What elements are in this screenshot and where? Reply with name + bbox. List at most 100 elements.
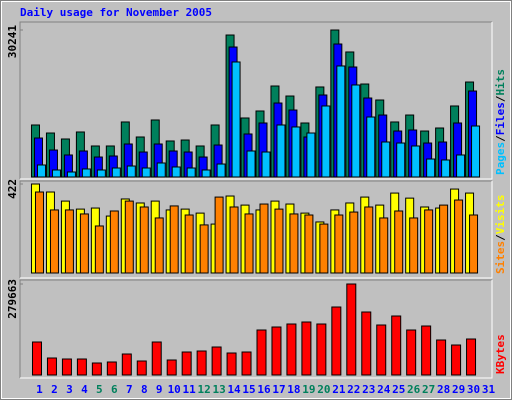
- bar: [34, 191, 44, 274]
- bar: [96, 169, 106, 178]
- bar: [216, 163, 226, 178]
- bar: [126, 165, 136, 178]
- bar: [79, 213, 89, 274]
- legend-entry: KBytes: [494, 334, 507, 374]
- legend-entry: Sites: [494, 241, 507, 274]
- bar: [366, 116, 376, 178]
- bar: [426, 158, 436, 178]
- x-tick-label: 21: [332, 383, 346, 396]
- chart-title: Daily usage for November 2005: [20, 6, 212, 19]
- legend: KBytes: [494, 334, 507, 374]
- x-tick-label: 14: [227, 383, 241, 396]
- bar: [466, 338, 477, 376]
- bar: [276, 124, 286, 178]
- bar: [379, 217, 389, 274]
- bar: [454, 199, 464, 274]
- bar: [226, 352, 237, 376]
- bar: [289, 213, 299, 274]
- bar: [121, 353, 132, 376]
- bar: [51, 169, 61, 178]
- x-tick-label: 12: [198, 383, 211, 396]
- x-tick-label: 28: [437, 383, 450, 396]
- x-tick-label: 5: [96, 383, 103, 396]
- x-tick-label: 25: [392, 383, 405, 396]
- legend-entry: Pages: [494, 142, 507, 175]
- bar: [154, 217, 164, 274]
- bar: [46, 357, 57, 376]
- bar: [231, 61, 241, 178]
- x-tick-label: 4: [81, 383, 88, 396]
- bar: [199, 224, 209, 274]
- bar: [214, 196, 224, 274]
- legend-entry: Hits: [494, 69, 507, 96]
- bar: [36, 164, 46, 178]
- x-tick-label: 3: [66, 383, 73, 396]
- x-tick-label: 11: [183, 383, 197, 396]
- x-tick-label: 20: [317, 383, 330, 396]
- bar: [76, 358, 87, 376]
- bar: [274, 208, 284, 274]
- bar: [391, 315, 402, 376]
- panel-border-dark: [19, 279, 492, 378]
- bar: [64, 209, 74, 274]
- x-tick-label: 24: [377, 383, 391, 396]
- x-tick-label: 13: [212, 383, 225, 396]
- bar: [301, 321, 312, 376]
- x-tick-label: 16: [257, 383, 271, 396]
- legend-separator: /: [494, 95, 507, 102]
- bar: [201, 169, 211, 178]
- x-tick-label: 19: [302, 383, 315, 396]
- bar: [211, 346, 222, 376]
- bar: [346, 283, 357, 376]
- bar: [456, 154, 466, 178]
- x-tick-label: 7: [126, 383, 133, 396]
- bar: [109, 210, 119, 274]
- bar: [334, 214, 344, 274]
- bar: [259, 203, 269, 274]
- x-tick-label: 6: [111, 383, 118, 396]
- bar: [349, 211, 359, 274]
- bar: [316, 323, 327, 376]
- x-tick-label: 27: [422, 383, 435, 396]
- legend-separator: /: [494, 234, 507, 241]
- bar: [261, 151, 271, 178]
- panel-border-light: [20, 181, 493, 279]
- y-tick-label: 279663: [6, 279, 19, 319]
- panel-border-dark: [19, 180, 492, 278]
- bar: [271, 326, 282, 376]
- bar: [291, 126, 301, 178]
- bar: [394, 210, 404, 274]
- bar: [241, 351, 252, 376]
- bar: [364, 206, 374, 274]
- bar: [409, 217, 419, 274]
- bar: [169, 205, 179, 274]
- bar: [436, 339, 447, 376]
- bar: [166, 359, 177, 376]
- x-tick-label: 15: [242, 383, 255, 396]
- bar: [336, 65, 346, 178]
- y-tick-label: 30241: [6, 25, 19, 58]
- bar: [286, 323, 297, 376]
- bar: [111, 167, 121, 178]
- legend: Pages/Files/Hits: [494, 69, 507, 175]
- x-tick-label: 23: [362, 383, 375, 396]
- x-tick-label: 26: [407, 383, 421, 396]
- bar: [319, 223, 329, 274]
- bar: [49, 209, 59, 274]
- bar: [136, 360, 147, 376]
- bar: [381, 141, 391, 178]
- bar: [186, 167, 196, 178]
- bar: [396, 142, 406, 178]
- panel-border-dark: [19, 21, 492, 179]
- bar: [196, 350, 207, 376]
- bar: [151, 341, 162, 376]
- bar: [424, 209, 434, 274]
- bar: [439, 204, 449, 274]
- bar: [156, 162, 166, 178]
- x-tick-label: 18: [287, 383, 300, 396]
- x-tick-label: 8: [141, 383, 148, 396]
- bar: [321, 105, 331, 178]
- bar: [331, 306, 342, 376]
